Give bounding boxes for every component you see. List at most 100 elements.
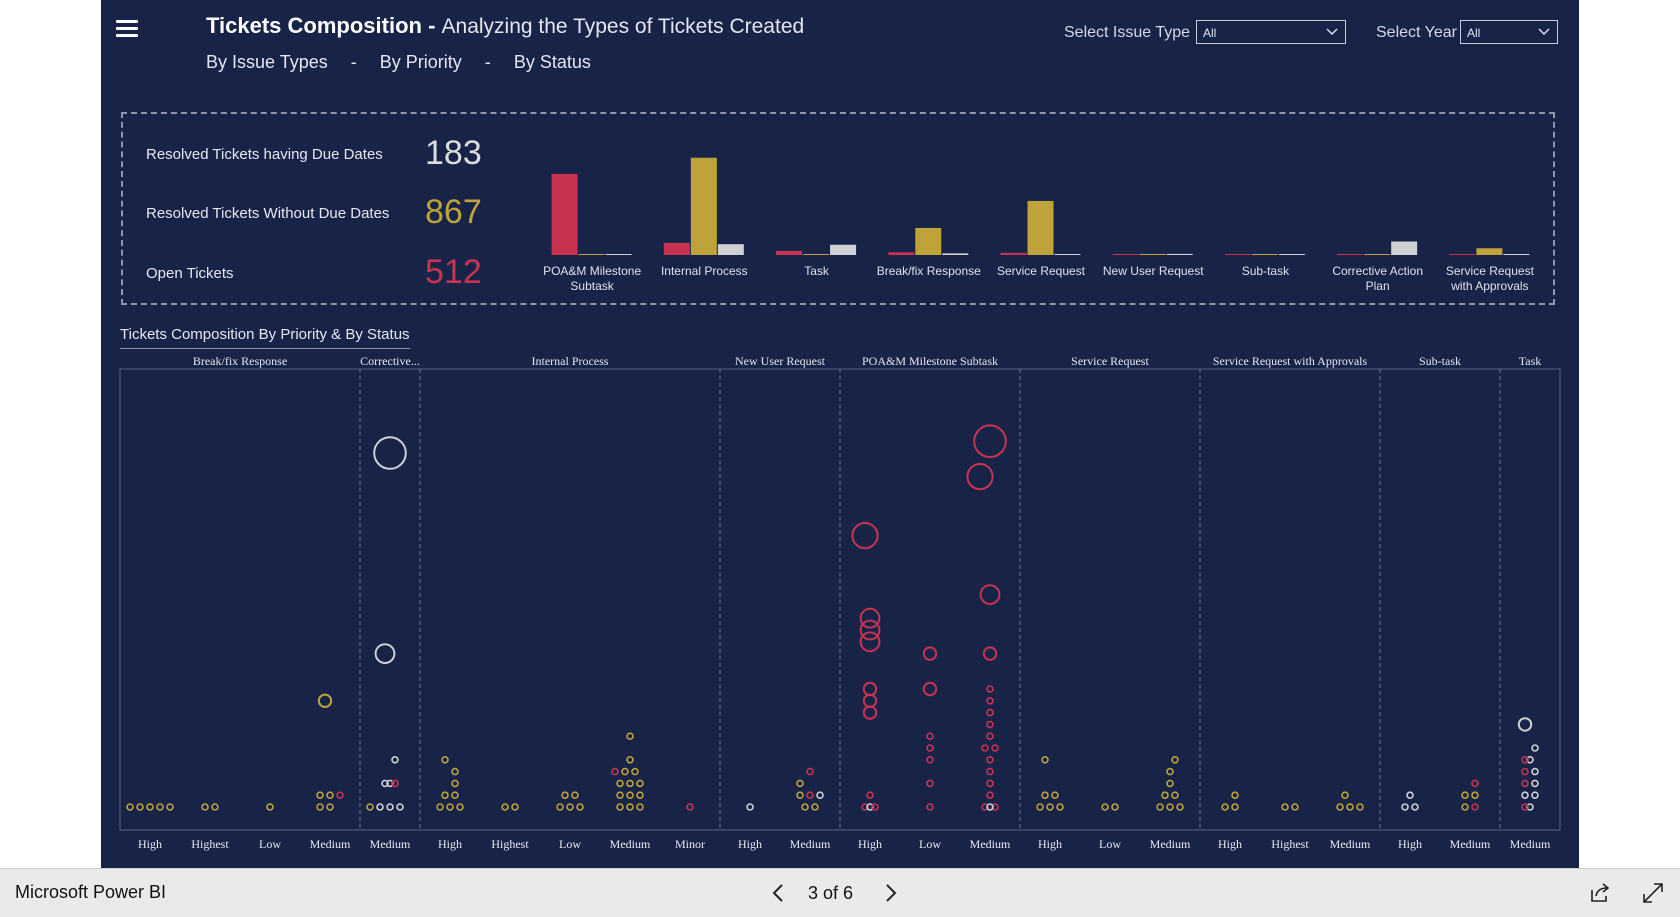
dot-service-request-with-approvals-high-without_due	[1231, 791, 1239, 800]
bar-poa-m-milestone-subtask-open-tickets	[551, 173, 578, 255]
dot-poa-m-milestone-subtask-high-open	[851, 522, 879, 550]
dot-task-medium-with_due	[1531, 744, 1539, 752]
dot-corrective-medium-with_due	[386, 779, 394, 788]
dot-sub-task-high-with_due	[1411, 803, 1419, 811]
dot-sub-task-medium-without_due	[1461, 791, 1469, 800]
dot-service-request-with-approvals-medium-without_due	[1336, 803, 1344, 811]
priority-label-service-request-with-approvals-high: High	[1218, 837, 1242, 851]
priority-label-new-user-request-medium: Medium	[790, 837, 831, 851]
dot-internal-process-medium-without_due	[621, 767, 629, 776]
bar-sub-task-resolved-tickets-having-due-dates	[1278, 254, 1305, 255]
group-label-new-user-request: New User Request	[735, 354, 826, 368]
nav-by-issue-types[interactable]: By Issue Types	[206, 52, 328, 72]
dot-poa-m-milestone-subtask-medium-open	[981, 803, 989, 811]
dot-service-request-medium-without_due	[1156, 803, 1164, 811]
dot-poa-m-milestone-subtask-low-open	[922, 646, 938, 661]
bar-category-label: Sub-task	[1242, 264, 1290, 278]
priority-label-service-request-low: Low	[1099, 837, 1121, 851]
dot-break-fix-response-high-without_due	[146, 803, 154, 811]
issue-type-slicer[interactable]: All	[1196, 20, 1346, 44]
dot-internal-process-medium-without_due	[626, 779, 634, 788]
dot-internal-process-highest-without_due	[511, 803, 519, 811]
kpi-value-open: 512	[425, 253, 482, 291]
dot-poa-m-milestone-subtask-medium-open	[986, 767, 994, 776]
dot-internal-process-low-without_due	[571, 791, 579, 800]
priority-label-break-fix-response-high: High	[138, 837, 162, 851]
dot-service-request-high-without_due	[1046, 803, 1054, 811]
bar-category-label: Corrective Action Plan	[1332, 264, 1423, 293]
priority-label-corrective-medium: Medium	[370, 837, 411, 851]
bar-new-user-request-resolved-tickets-without-due-dates	[1139, 253, 1166, 255]
dot-service-request-with-approvals-high-without_due	[1231, 803, 1239, 811]
dot-service-request-medium-without_due	[1161, 791, 1169, 800]
bar-category-label: Internal Process	[661, 264, 748, 278]
bar-new-user-request-resolved-tickets-having-due-dates	[1166, 253, 1193, 255]
dot-poa-m-milestone-subtask-high-open	[862, 681, 878, 697]
dot-internal-process-medium-without_due	[631, 767, 639, 776]
group-label-task: Task	[1519, 354, 1542, 368]
dot-internal-process-medium-without_due	[626, 791, 634, 800]
dot-break-fix-response-medium-without_due	[316, 791, 324, 800]
bar-category-label: Service Request with Approvals	[1446, 264, 1535, 293]
dot-task-medium-open	[1521, 803, 1529, 811]
group-label-service-request: Service Request	[1071, 354, 1149, 368]
dot-poa-m-milestone-subtask-low-open	[926, 803, 934, 811]
dot-internal-process-low-without_due	[566, 803, 574, 811]
hamburger-menu-icon[interactable]	[114, 18, 140, 40]
dot-internal-process-high-without_due	[456, 803, 464, 811]
dot-task-medium-with_due	[1526, 755, 1534, 764]
dot-internal-process-low-without_due	[561, 791, 569, 800]
dot-corrective-medium-without_due	[366, 803, 374, 811]
dot-poa-m-milestone-subtask-high-open	[859, 619, 881, 641]
group-label-poa-m-milestone-subtask: POA&M Milestone Subtask	[862, 354, 998, 368]
priority-label-service-request-with-approvals-medium: Medium	[1330, 837, 1371, 851]
year-slicer[interactable]: All	[1460, 20, 1558, 44]
dot-internal-process-medium-without_due	[636, 803, 644, 811]
priority-label-internal-process-highest: Highest	[491, 837, 529, 851]
dot-corrective-medium-with_due	[376, 803, 384, 811]
nav-by-priority[interactable]: By Priority	[379, 52, 462, 72]
dot-break-fix-response-medium-without_due	[326, 791, 334, 800]
app-name: Microsoft Power BI	[15, 882, 167, 902]
dot-service-request-with-approvals-high-without_due	[1221, 803, 1229, 811]
priority-label-break-fix-response-highest: Highest	[191, 837, 229, 851]
chevron-right-icon[interactable]	[880, 882, 900, 904]
priority-label-service-request-high: High	[1038, 837, 1062, 851]
dot-internal-process-medium-without_due	[616, 803, 624, 811]
issue-type-slicer-value: All	[1203, 26, 1217, 40]
dot-break-fix-response-highest-without_due	[201, 803, 209, 811]
dot-internal-process-high-without_due	[451, 767, 459, 776]
bar-sub-task-open-tickets	[1224, 254, 1251, 255]
dot-poa-m-milestone-subtask-medium-open	[973, 424, 1007, 459]
dot-plot-frame	[119, 368, 1561, 831]
dot-poa-m-milestone-subtask-high-with_due	[866, 803, 874, 811]
dot-service-request-with-approvals-highest-without_due	[1291, 803, 1299, 811]
chevron-left-icon[interactable]	[769, 882, 789, 904]
priority-label-poa-m-milestone-subtask-medium: Medium	[970, 837, 1011, 851]
dot-corrective-medium-with_due	[396, 803, 404, 811]
dot-internal-process-medium-without_due	[636, 791, 644, 800]
year-slicer-value: All	[1467, 26, 1481, 40]
page-indicator: 3 of 6	[808, 883, 854, 903]
dot-internal-process-high-without_due	[441, 755, 449, 764]
kpi-value-without-due: 867	[425, 193, 482, 231]
dot-service-request-high-without_due	[1036, 803, 1044, 811]
kpi-label-without-due: Resolved Tickets Without Due Dates	[146, 205, 390, 222]
priority-label-task-medium: Medium	[1510, 837, 1551, 851]
dot-poa-m-milestone-subtask-high-open	[866, 791, 874, 800]
share-icon[interactable]	[1588, 881, 1612, 905]
fullscreen-icon[interactable]	[1641, 881, 1665, 905]
dot-sub-task-medium-without_due	[1461, 803, 1469, 811]
dot-service-request-high-without_due	[1056, 803, 1064, 811]
nav-by-status[interactable]: By Status	[513, 52, 591, 72]
dot-break-fix-response-medium-without_due	[326, 803, 334, 811]
dot-service-request-with-approvals-medium-without_due	[1356, 803, 1364, 811]
dot-internal-process-low-without_due	[556, 803, 564, 811]
bar-category-label: POA&M Milestone Subtask	[543, 264, 641, 293]
title-main: Tickets Composition -	[206, 13, 436, 38]
dot-service-request-with-approvals-medium-without_due	[1341, 791, 1349, 800]
priority-label-poa-m-milestone-subtask-high: High	[858, 837, 882, 851]
priority-label-internal-process-high: High	[438, 837, 462, 851]
issue-type-slicer-label: Select Issue Type	[1064, 24, 1190, 41]
bar-poa-m-milestone-subtask-resolved-tickets-without-due-dates	[578, 254, 605, 255]
